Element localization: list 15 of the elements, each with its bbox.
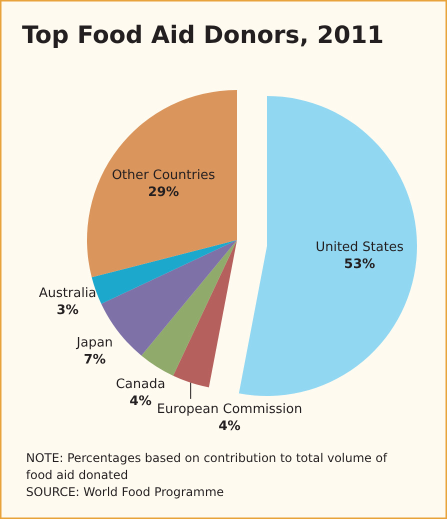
source-note: SOURCE: World Food Programme xyxy=(26,485,224,499)
slice-label: European Commission xyxy=(156,402,302,417)
chart-title: Top Food Aid Donors, 2011 xyxy=(22,21,384,49)
data-label: 4% xyxy=(130,394,152,409)
data-label: 53% xyxy=(344,256,376,272)
slice-label: Japan xyxy=(76,335,113,350)
slice-label: Australia xyxy=(38,286,96,301)
slice-label: United States xyxy=(316,240,404,255)
text: NOTE: Percentages based on contribution to total volume of food aid donated xyxy=(26,451,388,482)
slice-label: Canada xyxy=(116,376,166,392)
data-label: 7% xyxy=(84,352,106,368)
data-label: 3% xyxy=(56,302,79,318)
data-label: 29% xyxy=(148,185,180,200)
data-label: 4% xyxy=(218,418,241,434)
slice-label: Other Countries xyxy=(112,168,216,183)
